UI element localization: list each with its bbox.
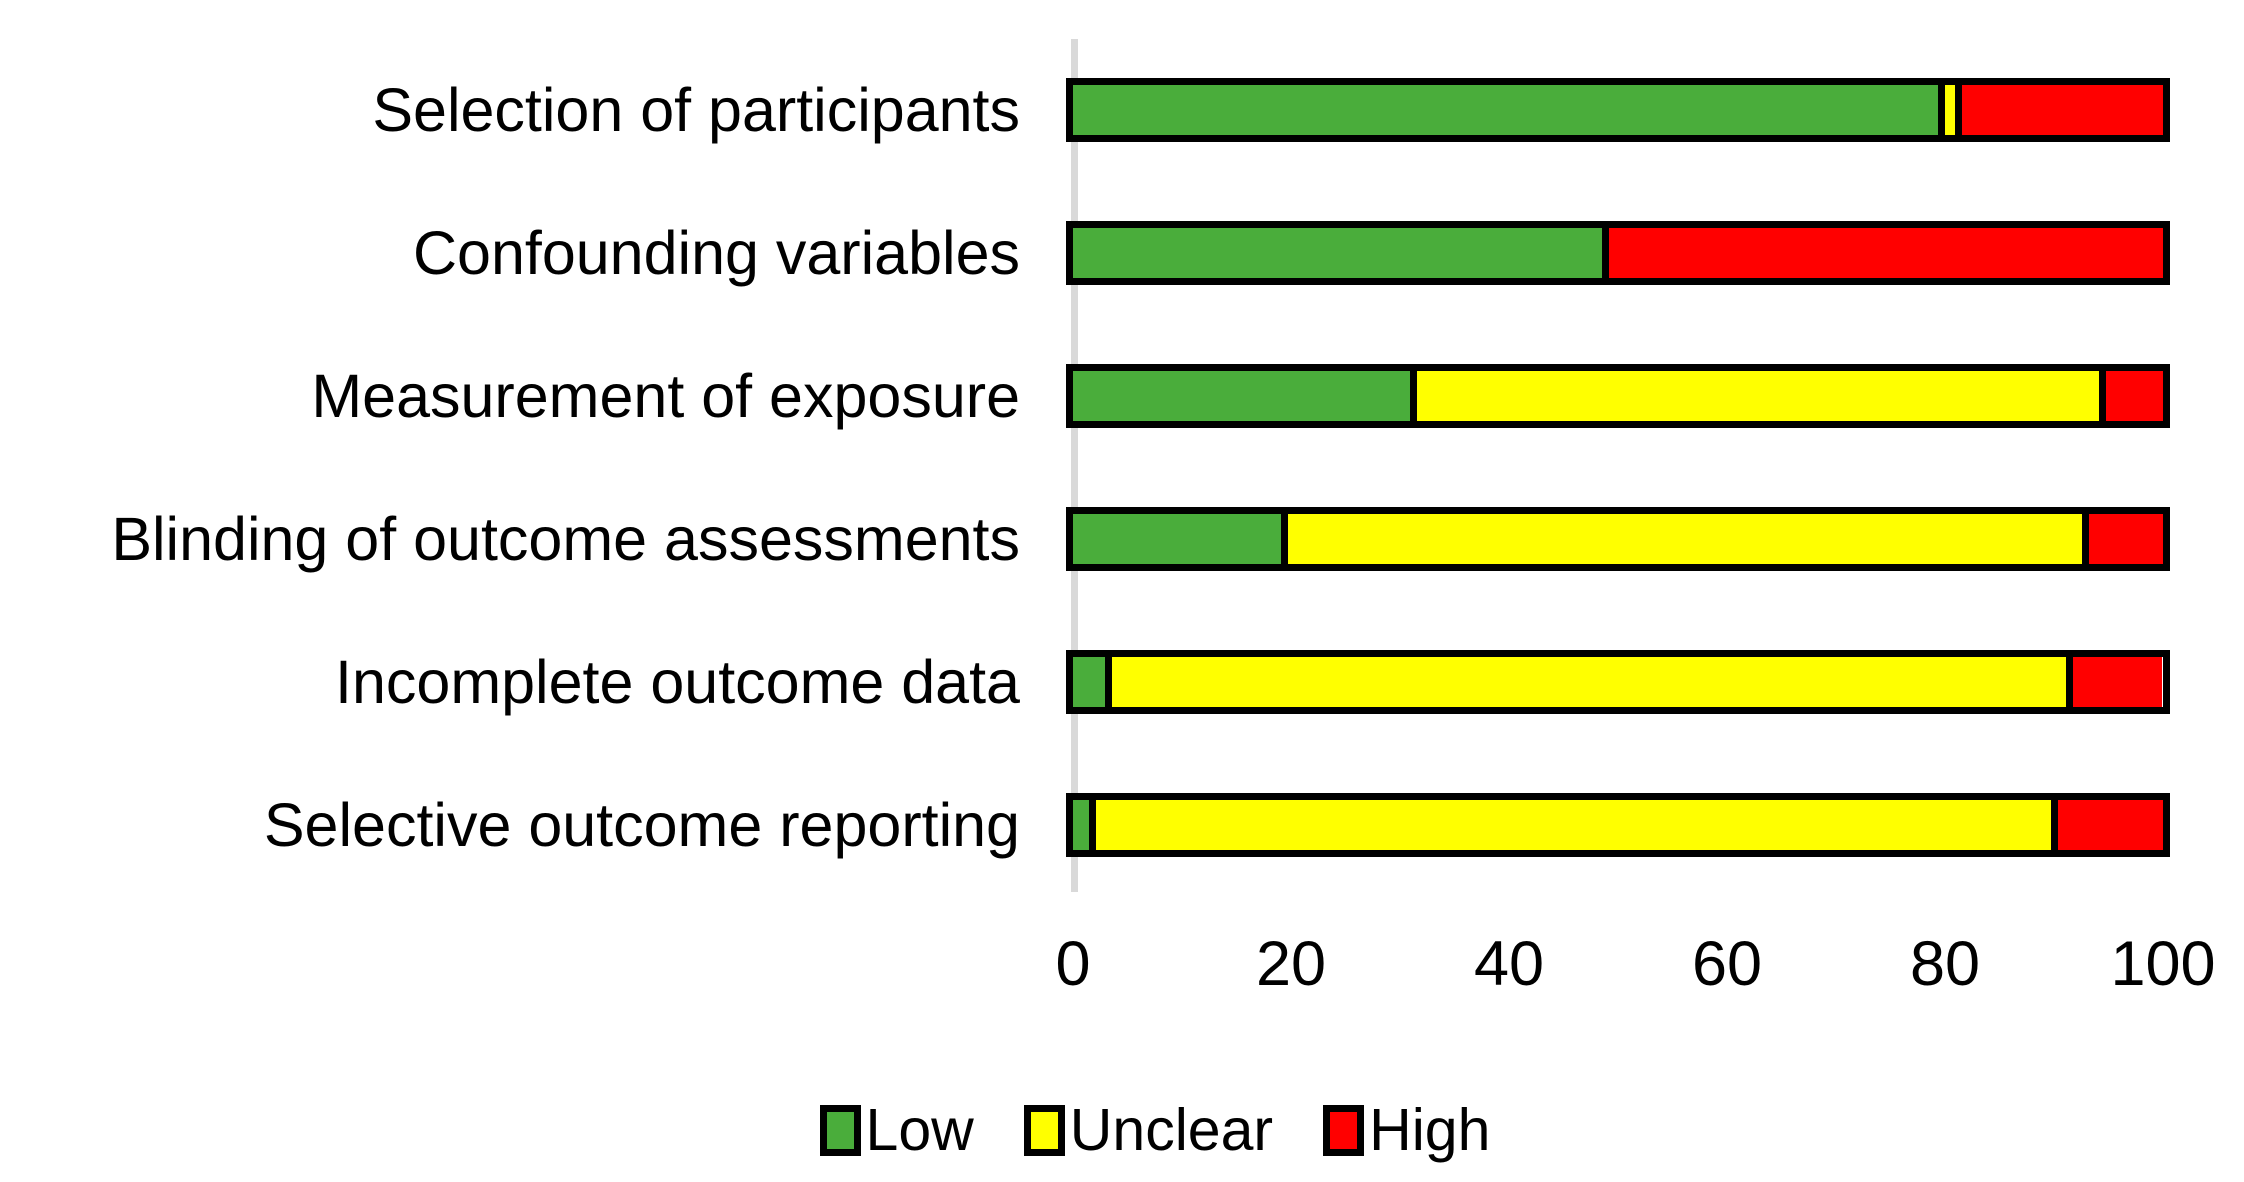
legend-item-unclear: Unclear [1023,1096,1274,1164]
category-label: Measurement of exposure [311,362,1020,430]
legend-marker-low-icon [819,1104,861,1156]
bar-segment-high [1954,85,2163,135]
bar-segment-low [1073,657,1105,707]
category-label: Blinding of outcome assessments [111,505,1020,573]
legend-marker-unclear-icon [1023,1104,1065,1156]
x-axis-tick-label: 100 [2110,929,2216,999]
legend-item-low: Low [819,1096,974,1164]
legend-item-high: High [1323,1096,1490,1164]
bar-row [1066,78,2170,142]
bar-segment-unclear [1938,85,1955,135]
bar-segment-unclear [1089,800,2051,850]
axis-zero-line [1071,39,1078,892]
bar-segment-unclear [1281,514,2083,564]
bar-row [1066,650,2170,714]
bar-segment-low [1073,371,1410,421]
bar-segment-high [2050,800,2163,850]
legend-label: High [1369,1097,1491,1163]
category-label: Selection of participants [372,76,1020,144]
bar-segment-high [1601,228,2163,278]
x-axis-tick-label: 40 [1473,929,1545,999]
x-axis-tick-label: 20 [1255,929,1327,999]
legend-label: Unclear [1069,1097,1274,1163]
bar-segment-unclear [1104,657,2066,707]
x-axis-tick-label: 60 [1691,929,1763,999]
bar-segment-low [1073,228,1602,278]
bar-segment-low [1073,800,1090,850]
legend: Low Unclear High [0,1096,2244,1164]
bar-row [1066,793,2170,857]
bar-row [1066,364,2170,428]
bar-segment-unclear [1409,371,2099,421]
bar-segment-low [1073,85,1939,135]
category-label: Incomplete outcome data [335,648,1020,716]
bar-row [1066,507,2170,571]
bar-row [1066,221,2170,285]
category-label: Selective outcome reporting [263,791,1020,859]
legend-label: Low [865,1097,974,1163]
bar-segment-high [2082,514,2163,564]
bar-segment-low [1073,514,1282,564]
bar-segment-high [2098,371,2163,421]
category-label: Confounding variables [412,219,1020,287]
x-axis-tick-label: 80 [1909,929,1981,999]
x-axis-tick-label: 0 [1055,929,1091,999]
legend-marker-high-icon [1323,1104,1365,1156]
bar-segment-high [2065,657,2162,707]
